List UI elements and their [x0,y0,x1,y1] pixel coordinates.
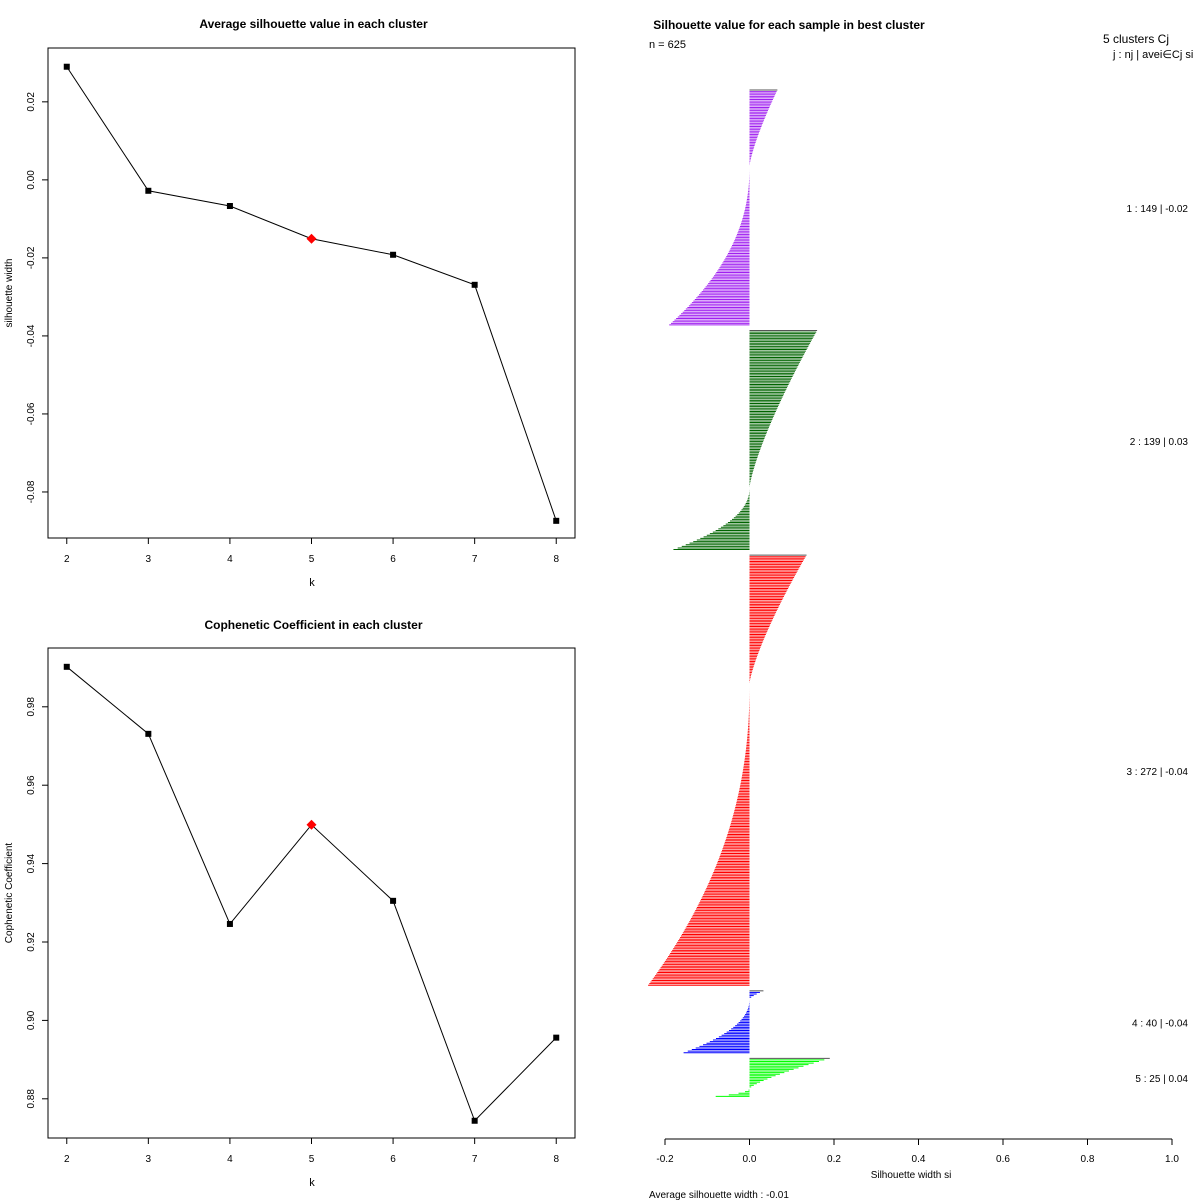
data-point [63,63,70,70]
x-tick-label: 5 [309,1154,315,1165]
y-tick-label: -0.04 [26,324,37,347]
x-tick-label: -0.2 [656,1154,674,1165]
cluster-label: 1 : 149 | -0.02 [1126,204,1188,215]
x-tick-label: 1.0 [1165,1154,1179,1165]
x-tick-label: 6 [390,1154,396,1165]
data-point [553,1034,560,1041]
data-point [471,281,478,288]
series-line [66,666,557,1122]
data-point [553,517,560,524]
x-tick-label: 4 [227,554,233,565]
data-point [145,187,152,194]
x-tick-label: 8 [553,1154,559,1165]
y-tick-label: -0.06 [26,402,37,425]
plot-frame [47,47,576,539]
y-tick-label: 0.02 [26,92,37,112]
cluster-label: 4 : 40 | -0.04 [1132,1019,1188,1030]
y-tick-label: 0.90 [26,1010,37,1030]
average-silhouette-width: Average silhouette width : -0.01 [649,1190,789,1200]
highlight-point [306,819,317,830]
cluster-label: 5 : 25 | 0.04 [1135,1074,1188,1085]
x-tick-label: 0.8 [1081,1154,1095,1165]
series-line [66,66,557,521]
y-tick-label: -0.08 [26,480,37,503]
data-point [390,251,397,258]
x-tick-label: 4 [227,1154,233,1165]
y-tick-label: 0.88 [26,1089,37,1109]
silhouette-title: Silhouette value for each sample in best… [653,18,925,32]
cluster-label: 2 : 139 | 0.03 [1130,437,1189,448]
x-tick-label: 0.0 [743,1154,757,1165]
data-point [226,203,233,210]
x-axis-label: k [309,1177,315,1189]
plot-frame [47,647,576,1139]
y-tick-label: 0.00 [26,170,37,190]
line-chart-2 [42,647,576,1144]
data-point [63,663,70,670]
legend-header: j : nj | avei∈Cj si [1112,49,1193,61]
cluster-1-bars [669,89,778,326]
x-axis-label: Silhouette width si [871,1170,952,1181]
x-tick-label: 3 [146,554,152,565]
x-tick-label: 8 [553,554,559,565]
x-tick-label: 0.6 [996,1154,1010,1165]
cluster-2-bars [673,329,818,551]
x-tick-label: 3 [146,1154,152,1165]
cluster-3-bars [648,554,807,986]
x-tick-label: 7 [472,1154,478,1165]
data-point [226,920,233,927]
line-chart-1 [42,47,576,544]
chart-title: Average silhouette value in each cluster [199,17,428,31]
y-tick-label: 0.96 [26,775,37,795]
x-tick-label: 5 [309,554,315,565]
x-tick-label: 0.4 [912,1154,926,1165]
y-axis-label: Cophenetic Coefficient [4,843,15,944]
x-tick-label: 2 [64,1154,70,1165]
data-point [390,897,397,904]
cluster-4-bars [683,990,764,1054]
legend-title: 5 clusters Cj [1103,32,1169,46]
x-tick-label: 6 [390,554,396,565]
cluster-label: 3 : 272 | -0.04 [1126,767,1188,778]
y-tick-label: 0.92 [26,932,37,952]
y-tick-label: 0.94 [26,853,37,873]
y-tick-label: 0.98 [26,697,37,717]
x-tick-label: 0.2 [827,1154,841,1165]
data-point [471,1117,478,1124]
data-point [145,730,152,737]
x-tick-label: 7 [472,554,478,565]
x-tick-label: 2 [64,554,70,565]
x-axis-label: k [309,577,315,589]
cluster-5-bars [715,1057,830,1097]
sample-count: n = 625 [649,39,686,51]
chart-title: Cophenetic Coefficient in each cluster [204,618,422,632]
y-axis-label: silhouette width [4,259,15,328]
highlight-point [306,233,317,244]
y-tick-label: -0.02 [26,246,37,269]
